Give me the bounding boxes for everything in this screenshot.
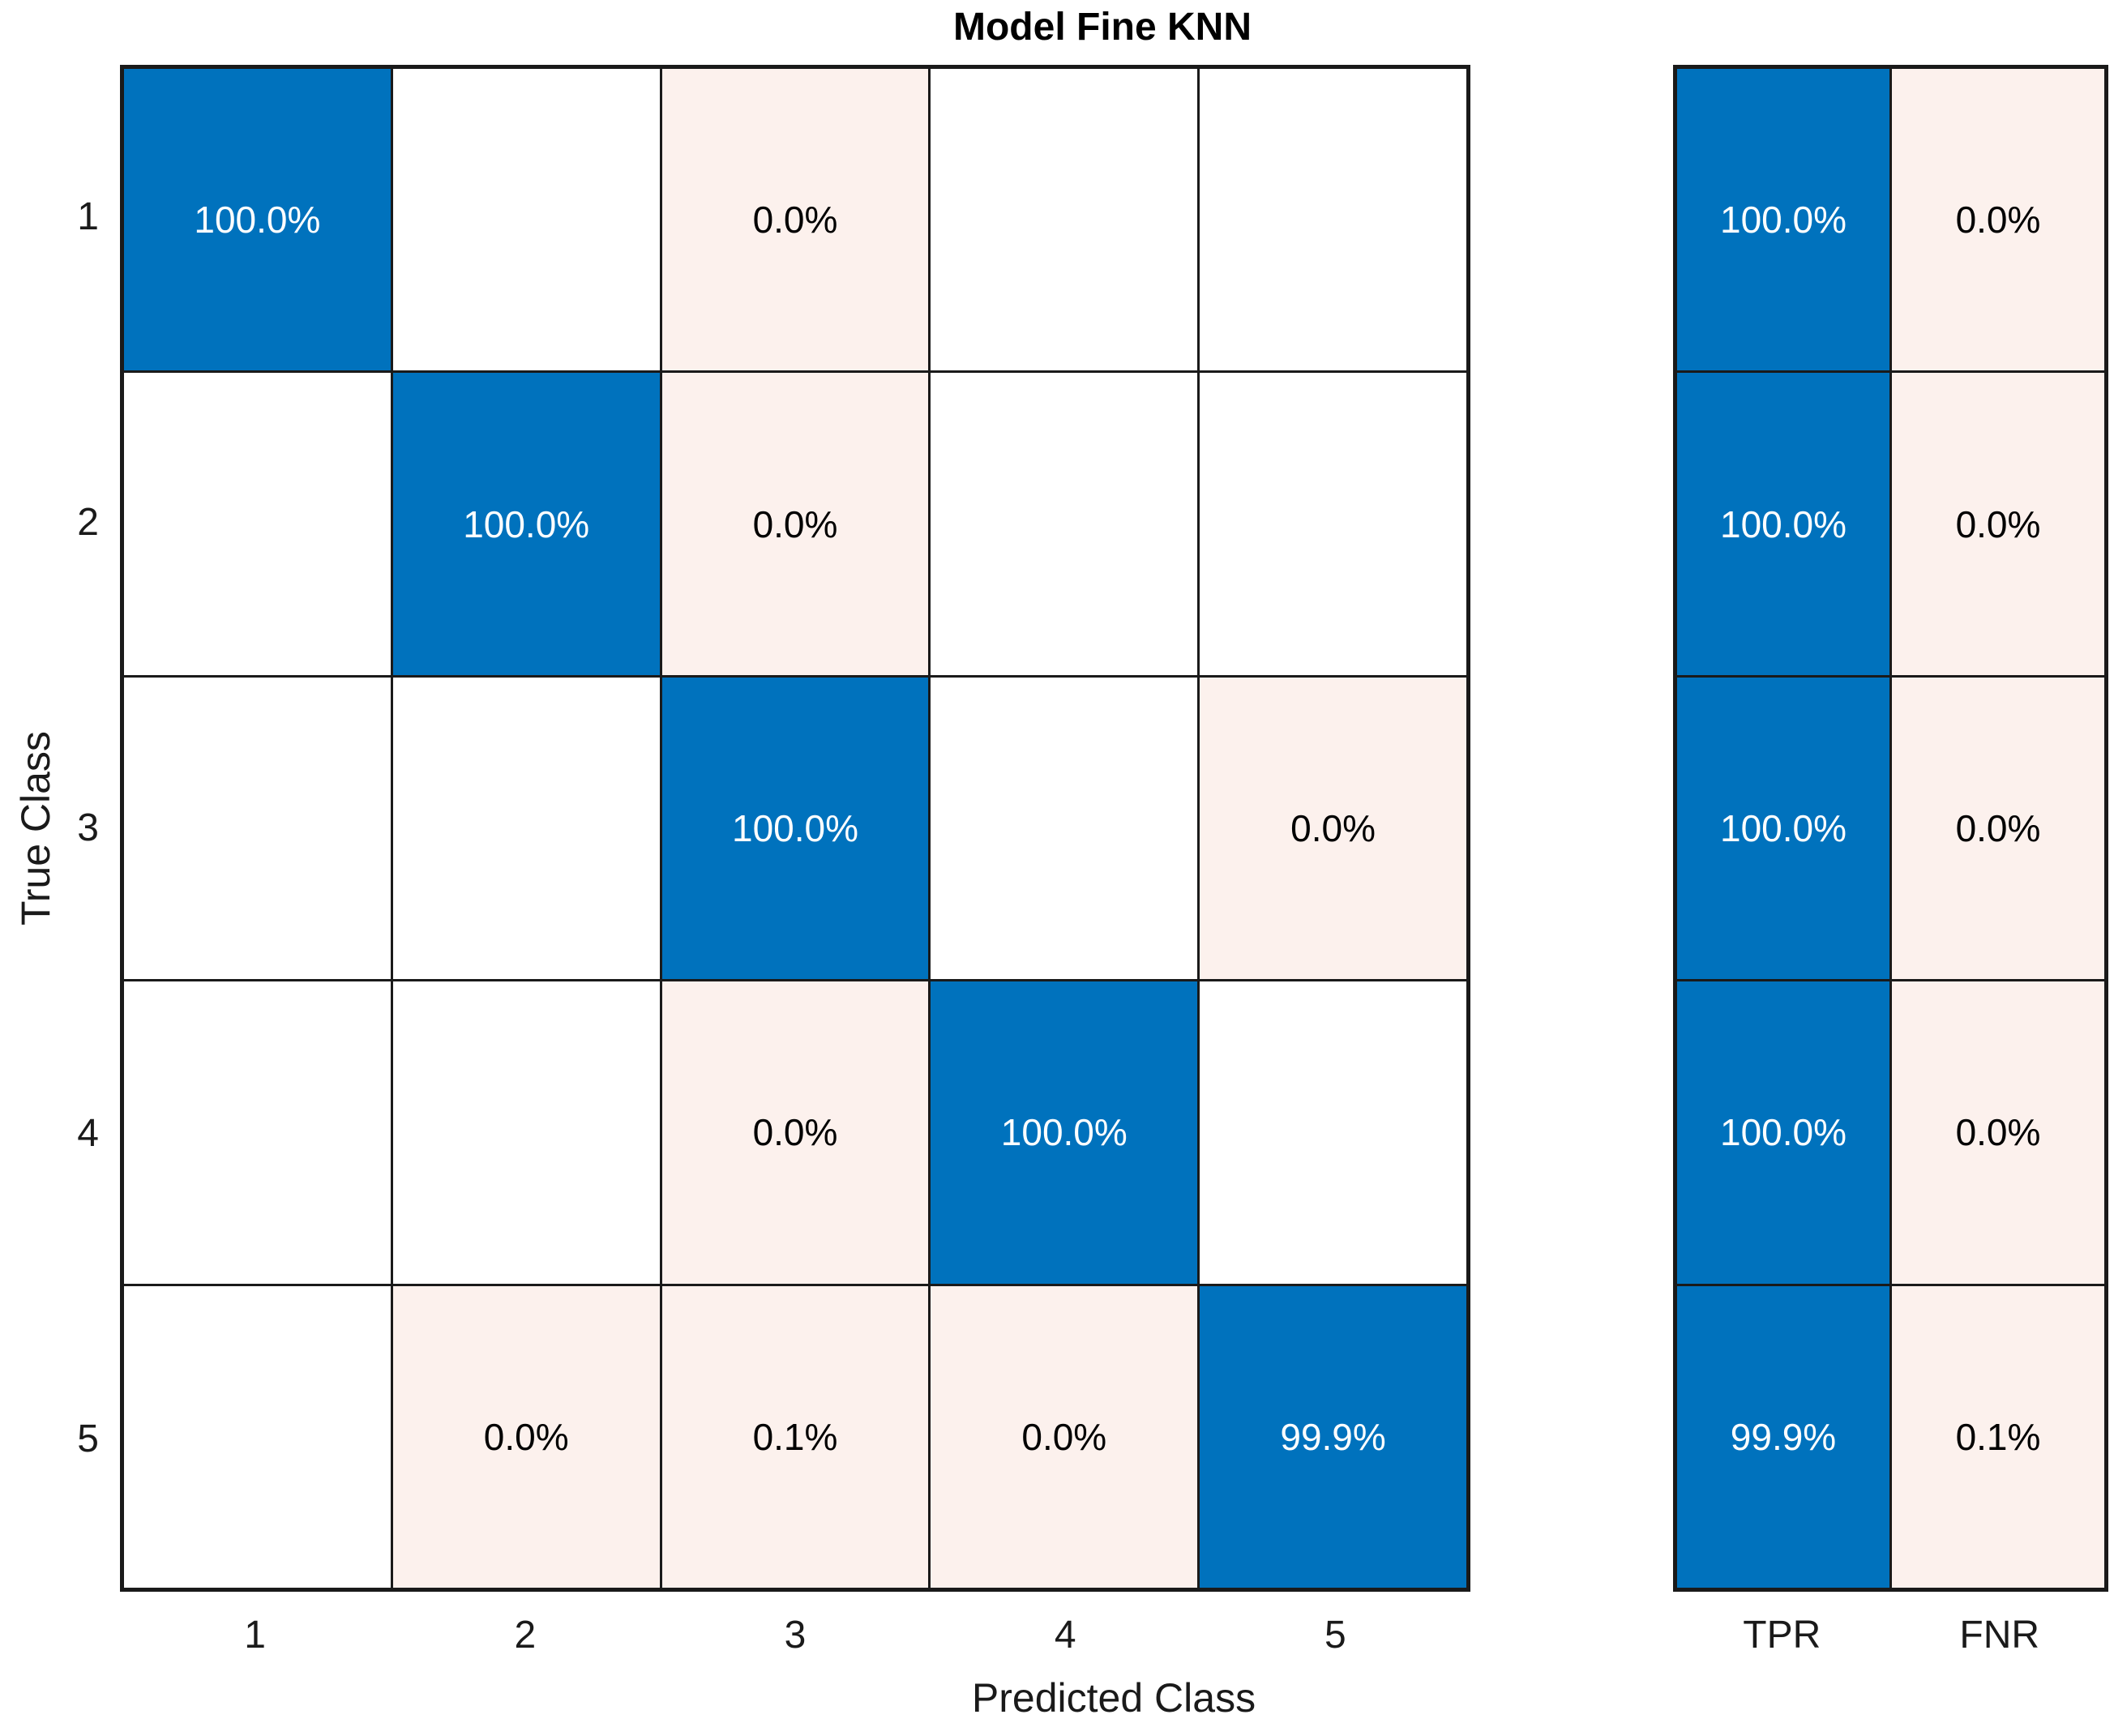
matrix-cell-r2-c1 xyxy=(124,373,391,675)
x-tick-label-5: 5 xyxy=(1324,1614,1346,1657)
row-summary-grid: 100.0% 0.0% 100.0% 0.0% 100.0% 0.0% 100.0% 0.0%… xyxy=(1673,65,2108,1592)
tpr-cell-r4: 100.0% xyxy=(1677,981,1889,1284)
summary-tick-label-fnr: FNR xyxy=(1959,1614,2040,1657)
x-tick-label-3: 3 xyxy=(784,1614,807,1657)
matrix-cell-r4-c3: 0.0% xyxy=(661,981,929,1284)
x-axis-label: Predicted Class xyxy=(971,1675,1256,1721)
matrix-cell-r3-c3: 100.0% xyxy=(661,677,929,980)
fnr-cell-r2: 0.0% xyxy=(1892,373,2104,675)
y-tick-label-3: 3 xyxy=(77,806,99,849)
matrix-cell-r2-c4 xyxy=(931,373,1198,675)
summary-tick-label-tpr: TPR xyxy=(1743,1614,1821,1657)
tpr-cell-r5: 99.9% xyxy=(1677,1285,1889,1588)
y-tick-label-5: 5 xyxy=(77,1417,99,1460)
fnr-cell-r1: 0.0% xyxy=(1892,69,2104,371)
matrix-cell-r4-c4: 100.0% xyxy=(931,981,1198,1284)
matrix-cell-r3-c4 xyxy=(931,677,1198,980)
x-tick-label-4: 4 xyxy=(1054,1614,1076,1657)
y-tick-label-4: 4 xyxy=(77,1111,99,1155)
tpr-cell-r1: 100.0% xyxy=(1677,69,1889,371)
matrix-cell-r1-c3: 0.0% xyxy=(661,69,929,371)
matrix-cell-r3-c2 xyxy=(392,677,660,980)
matrix-cell-r5-c2: 0.0% xyxy=(392,1285,660,1588)
tpr-cell-r3: 100.0% xyxy=(1677,677,1889,980)
chart-title: Model Fine KNN xyxy=(953,6,1252,49)
matrix-cell-r3-c5: 0.0% xyxy=(1200,677,1466,980)
matrix-cell-r5-c3: 0.1% xyxy=(661,1285,929,1588)
matrix-cell-r1-c2 xyxy=(392,69,660,371)
matrix-cell-r4-c1 xyxy=(124,981,391,1284)
matrix-cell-r4-c5 xyxy=(1200,981,1466,1284)
fnr-cell-r3: 0.0% xyxy=(1892,677,2104,980)
y-tick-label-2: 2 xyxy=(77,501,99,545)
tpr-cell-r2: 100.0% xyxy=(1677,373,1889,675)
fnr-cell-r5: 0.1% xyxy=(1892,1285,2104,1588)
matrix-cell-r1-c5 xyxy=(1200,69,1466,371)
matrix-cell-r5-c4: 0.0% xyxy=(931,1285,1198,1588)
matrix-cell-r2-c2: 100.0% xyxy=(392,373,660,675)
y-axis-label: True Class xyxy=(13,731,58,926)
matrix-cell-r2-c3: 0.0% xyxy=(661,373,929,675)
matrix-cell-r1-c1: 100.0% xyxy=(124,69,391,371)
matrix-cell-r5-c1 xyxy=(124,1285,391,1588)
fnr-cell-r4: 0.0% xyxy=(1892,981,2104,1284)
matrix-cell-r1-c4 xyxy=(931,69,1198,371)
x-tick-label-1: 1 xyxy=(244,1614,266,1657)
matrix-cell-r3-c1 xyxy=(124,677,391,980)
matrix-cell-r4-c2 xyxy=(392,981,660,1284)
matrix-cell-r2-c5 xyxy=(1200,373,1466,675)
confusion-matrix-grid: 100.0% 0.0% 100.0% 0.0% 100.0% 0.0% 0.0% 100.0%… xyxy=(120,65,1470,1592)
x-tick-label-2: 2 xyxy=(514,1614,537,1657)
y-tick-label-1: 1 xyxy=(77,195,99,239)
matrix-cell-r5-c5: 99.9% xyxy=(1200,1285,1466,1588)
